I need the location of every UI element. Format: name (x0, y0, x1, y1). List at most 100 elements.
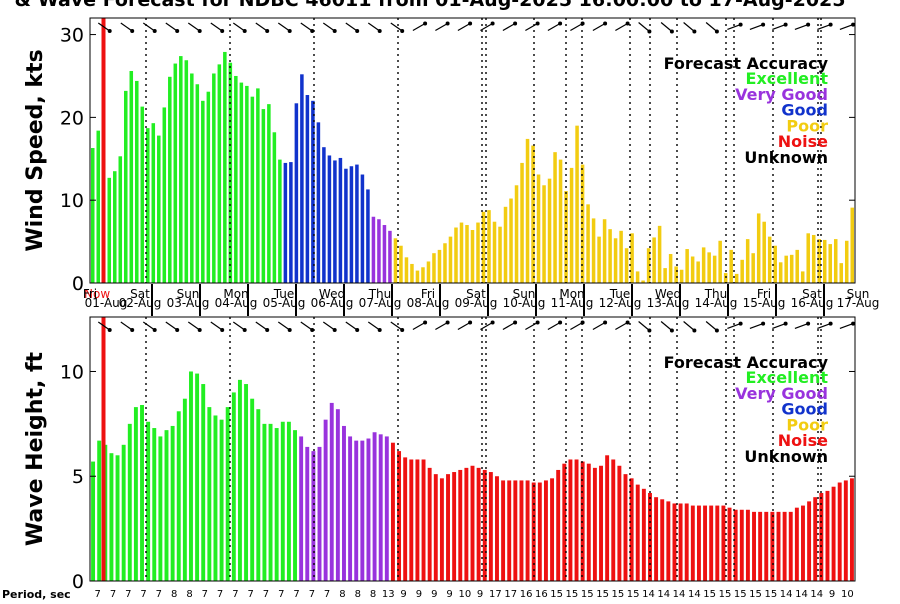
wind-arrow-shaft (165, 321, 178, 331)
wind-bar (250, 96, 255, 283)
wave-bar (782, 511, 787, 581)
wind-bar (135, 80, 139, 283)
wave-bar (115, 455, 120, 581)
wave-bar (140, 405, 144, 581)
wind-arrow-head (377, 29, 382, 33)
wave-bar (617, 465, 622, 581)
wind-bar (668, 254, 673, 283)
wave-bar (317, 446, 322, 581)
wind-bar (833, 239, 838, 283)
wind-bar (311, 100, 315, 283)
period-value: 15 (550, 589, 563, 600)
wave-bar (678, 503, 683, 581)
legend-entry: Poor (786, 116, 828, 135)
wind-arrow-head (828, 22, 833, 27)
wave-bar (415, 459, 420, 581)
wind-arrow-shaft (300, 22, 313, 32)
period-value: 17 (489, 589, 502, 600)
wind-bar (740, 259, 744, 283)
wind-arrow-shaft (727, 24, 741, 30)
wind-arrow-head (738, 22, 743, 27)
wave-bar (244, 384, 249, 581)
wind-arrow-shaft (772, 323, 786, 329)
wave-bar (323, 419, 328, 581)
wind-bar (575, 125, 579, 283)
wave-bar (219, 419, 224, 581)
wind-arrow-head (400, 29, 405, 33)
period-label: Period, sec (2, 588, 71, 600)
wind-arrow-head (761, 321, 766, 326)
wave-bar (733, 509, 738, 581)
wind-bar (536, 174, 541, 283)
wave-bar (97, 440, 102, 581)
wave-bar (152, 428, 157, 581)
day-date-label: 08-Aug (407, 296, 450, 310)
wind-bar (806, 233, 810, 283)
period-value: 15 (703, 589, 716, 600)
wave-bar (403, 457, 408, 581)
wind-bar (195, 84, 200, 283)
wind-arrow-head (738, 321, 743, 326)
wind-arrow-shaft (839, 323, 854, 329)
wind-bar (707, 252, 711, 283)
period-value: 9 (829, 589, 835, 600)
wind-arrow-head (714, 328, 719, 333)
wind-arrow-shaft (187, 321, 201, 331)
wind-bar (800, 271, 805, 283)
wind-bar (564, 191, 568, 283)
wind-arrow-head (692, 328, 697, 333)
wind-arrow-shaft (412, 22, 426, 32)
wave-bar (329, 402, 334, 581)
wind-bar (124, 90, 128, 284)
wind-arrow-shaft (255, 22, 268, 32)
wind-bar (212, 73, 216, 283)
period-value: 15 (734, 589, 747, 600)
wave-bar (666, 501, 671, 581)
wave-bar (470, 465, 475, 581)
wind-bar (685, 249, 689, 283)
wind-bar (558, 159, 563, 283)
period-value: 14 (657, 589, 670, 600)
legend-title: Forecast Accuracy (664, 353, 829, 372)
wind-bar (789, 254, 794, 283)
plot-frame (89, 316, 856, 582)
wind-bar (591, 218, 596, 283)
wave-bar (397, 451, 402, 581)
wave-bar (446, 474, 450, 581)
wind-arrow-shaft (839, 24, 854, 30)
wind-bar (476, 222, 480, 283)
wind-arrow-shaft (187, 22, 201, 32)
wind-bar (157, 135, 161, 283)
wind-arrow-shaft (345, 22, 358, 32)
wind-arrow-head (445, 320, 450, 325)
wind-arrow-shaft (142, 321, 156, 331)
wind-arrow-head (692, 29, 697, 34)
wave-bar (849, 478, 854, 581)
wind-y-axis-label: Wind Speed, kts (23, 49, 48, 251)
y-tick-label: 20 (60, 107, 84, 129)
legend-entry: Noise (778, 132, 828, 151)
wind-bar (569, 167, 574, 283)
wind-bar (729, 249, 733, 284)
wind-arrow-head (220, 328, 225, 332)
wave-bar (378, 434, 383, 581)
wave-bar (519, 480, 524, 581)
wind-arrow-shaft (502, 321, 516, 331)
legend-entry: Good (781, 400, 828, 419)
wind-bar (300, 74, 304, 283)
wind-bar (646, 248, 651, 283)
wave-bar (501, 480, 506, 581)
wave-bar (599, 465, 603, 581)
wave-bar (390, 442, 395, 581)
wave-bar (464, 467, 469, 581)
legend-entry: Unknown (744, 447, 828, 466)
wind-bar (701, 247, 706, 283)
wind-bar (734, 273, 739, 283)
wind-bar (404, 257, 409, 283)
day-date-label: 10-Aug (503, 296, 546, 310)
wave-bar (709, 505, 714, 581)
wind-arrow-shaft (210, 321, 223, 331)
wind-bar (487, 210, 491, 284)
wind-bar (278, 159, 282, 283)
wave-bar (764, 511, 769, 581)
